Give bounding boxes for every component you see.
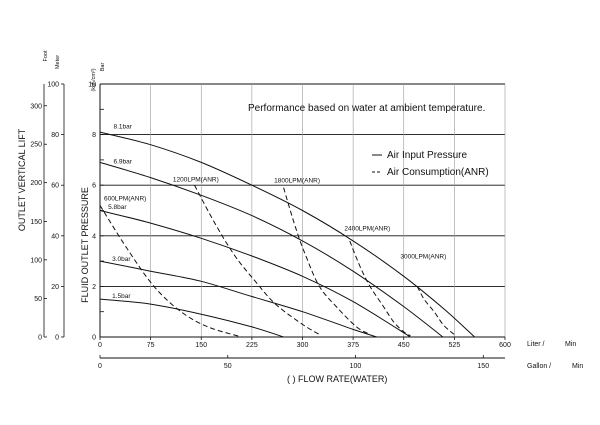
meter-tick-label: 0: [55, 335, 59, 342]
x-tick-label: 225: [246, 342, 258, 349]
foot-tick-label: 0: [38, 335, 42, 342]
series-line-600lpm-anr-: [99, 205, 242, 338]
series-line-6-9bar: [99, 161, 444, 338]
series-line-3000lpm-anr-: [416, 286, 455, 335]
meter-tick-label: 80: [51, 132, 59, 139]
legend: Air Input Pressure Air Consumption(ANR): [372, 150, 489, 178]
x-tick-label: 75: [147, 342, 155, 349]
x-secondary-unit-min: Min: [572, 363, 583, 370]
foot-tick-label: 250: [30, 142, 42, 149]
y-tick-label: 4: [92, 233, 96, 240]
foot-tick-label: 50: [34, 296, 42, 303]
x-tick-label: 600: [499, 342, 511, 349]
y-unit-top: (kgf /cm²): [91, 68, 97, 91]
y-unit-bottom: Bar: [100, 63, 106, 72]
series-line-3-0bar: [99, 260, 377, 338]
x-primary-unit: Liter /: [527, 341, 545, 348]
series-layer: [99, 131, 475, 338]
legend-label-air-input: Air Input Pressure: [387, 150, 467, 161]
series-line-1200lpm-anr-: [194, 184, 320, 335]
meter-tick-label: 60: [51, 183, 59, 190]
series-line-5-8bar: [99, 210, 411, 338]
curve-label: 5.8bar: [108, 204, 127, 211]
curve-label: 3.0bar: [112, 256, 131, 263]
curve-label: 1200LPM(ANR): [173, 176, 219, 183]
foot-tick-label: 200: [30, 180, 42, 187]
x-tick-label: 450: [398, 342, 410, 349]
x-tick-label: 375: [347, 342, 359, 349]
x-tick-label: 0: [98, 342, 102, 349]
foot-unit-label: Foot: [43, 50, 49, 61]
curve-label: 600LPM(ANR): [104, 195, 146, 202]
left-axis-title: OUTLET VERTICAL LIFT: [17, 128, 27, 231]
foot-tick-label: 150: [30, 219, 42, 226]
curve-label: 1.5bar: [112, 293, 131, 300]
y-tick-label: 10: [88, 82, 96, 89]
meter-tick-label: 40: [51, 233, 59, 240]
x-axis-title: ( ) FLOW RATE(WATER): [287, 374, 387, 384]
foot-tick-label: 100: [30, 257, 42, 264]
y-tick-label: 8: [92, 132, 96, 139]
series-line-1-5bar: [99, 298, 284, 338]
x-primary-unit-min: Min: [565, 341, 576, 348]
curve-labels: 8.1bar 6.9bar 5.8bar 3.0bar 1.5bar 600LPM(ANR…: [104, 123, 446, 300]
x-secondary-tick-label: 0: [98, 363, 102, 370]
curve-label: 6.9bar: [114, 159, 133, 166]
y-tick-label: 2: [92, 284, 96, 291]
x-secondary-unit: Gallon /: [527, 363, 551, 370]
meter-tick-label: 20: [51, 284, 59, 291]
meter-tick-label: 100: [47, 82, 59, 89]
curve-label: 3000LPM(ANR): [400, 254, 446, 261]
curve-label: 2400LPM(ANR): [344, 226, 390, 233]
x-secondary-tick-label: 150: [477, 363, 489, 370]
x-tick-label: 300: [297, 342, 309, 349]
meter-unit-label: Meter: [55, 55, 61, 69]
series-line-8-1bar: [99, 131, 475, 338]
series-line-1800lpm-anr-: [283, 187, 371, 335]
x-tick-label: 150: [195, 342, 207, 349]
chart-title: Performance based on water at ambient te…: [248, 103, 485, 114]
x-secondary-tick-label: 100: [350, 363, 362, 370]
series-line-2400lpm-anr-: [349, 240, 411, 337]
y-axis-title: FLUID OUTLET PRESSURE: [80, 187, 90, 303]
y-tick-label: 6: [92, 183, 96, 190]
curve-label: 8.1bar: [114, 123, 133, 130]
foot-tick-label: 300: [30, 103, 42, 110]
y-tick-label: 0: [92, 335, 96, 342]
legend-label-air-consumption: Air Consumption(ANR): [387, 167, 489, 178]
curve-label: 1800LPM(ANR): [274, 178, 320, 185]
x-tick-label: 525: [449, 342, 461, 349]
x-secondary-tick-label: 50: [224, 363, 232, 370]
grid: [100, 83, 506, 337]
